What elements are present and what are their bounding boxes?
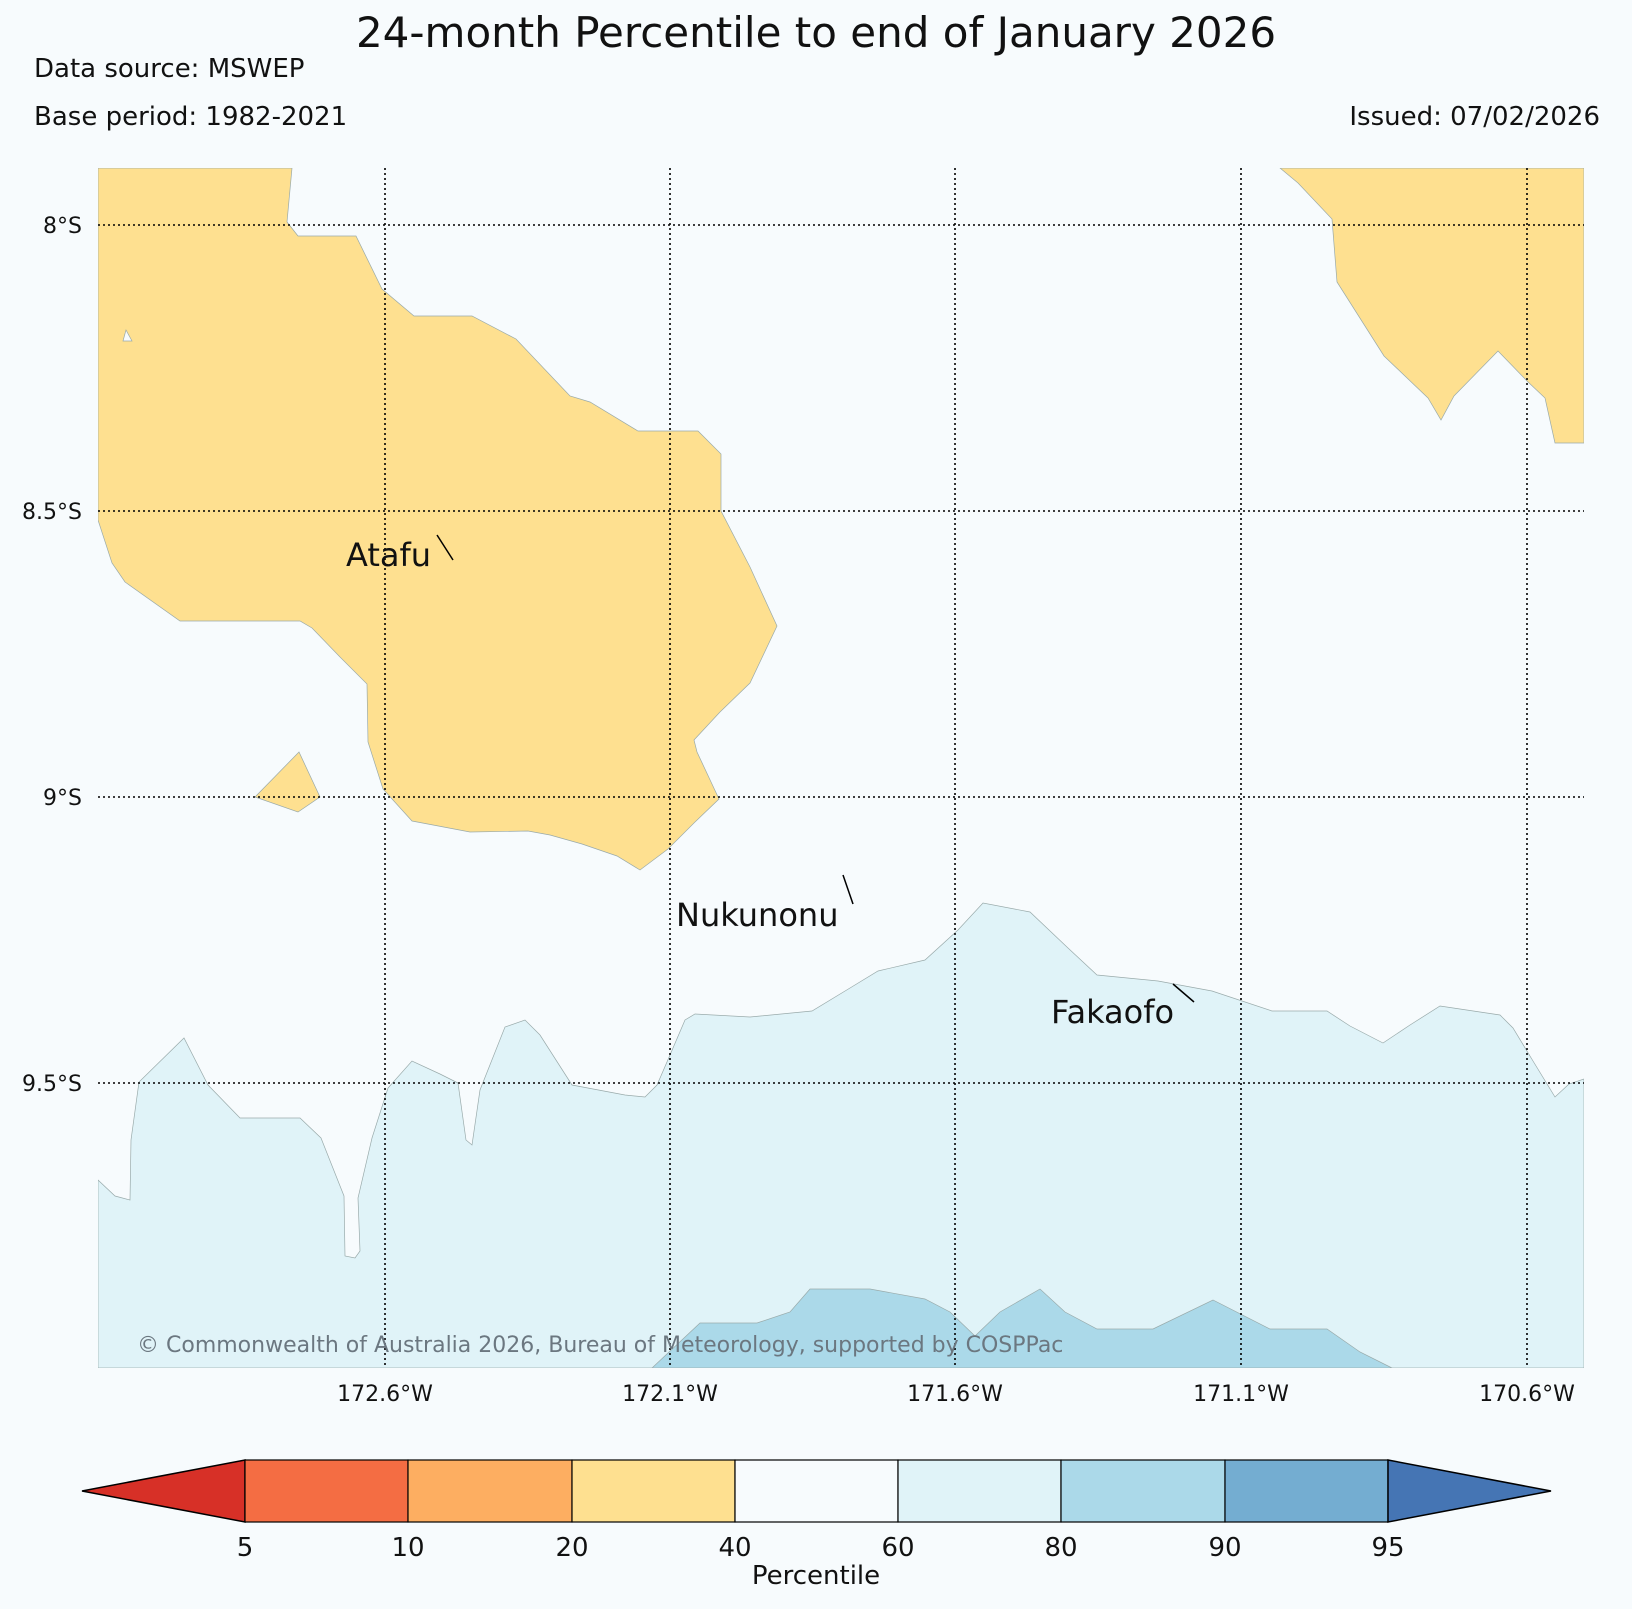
colorbar-extend-high — [1387, 1459, 1552, 1523]
colorbar-tick-40: 40 — [718, 1533, 751, 1563]
percentile-60-80-region — [98, 902, 1584, 1368]
colorbar-extend-low — [81, 1459, 246, 1523]
place-label-atafu: Atafu — [346, 536, 431, 574]
lon-label-172-1w: 172.1°W — [622, 1382, 718, 1407]
place-label-fakaofo: Fakaofo — [1051, 993, 1174, 1031]
colorbar-tick-10: 10 — [391, 1533, 424, 1563]
longitude-gridlines — [384, 168, 1528, 1368]
lat-label-9-5s: 9.5°S — [22, 1072, 82, 1097]
percentile-20-40-region-east — [1279, 168, 1584, 444]
lat-label-8s: 8°S — [43, 214, 82, 239]
colorbar-tick-5: 5 — [237, 1533, 254, 1563]
colorbar-tick-80: 80 — [1044, 1533, 1077, 1563]
colorbar-tick-60: 60 — [881, 1533, 914, 1563]
atafu-leader-line — [436, 534, 454, 561]
colorbar-segment-10-20 — [407, 1459, 573, 1523]
colorbar-segment-20-40 — [571, 1459, 736, 1523]
lon-label-172-6w: 172.6°W — [337, 1382, 433, 1407]
colorbar-tick-90: 90 — [1208, 1533, 1241, 1563]
base-period-label: Base period: 1982-2021 — [34, 102, 348, 132]
colorbar-segment-90-95 — [1224, 1459, 1389, 1523]
percentile-40-60-islet — [122, 329, 133, 342]
percentile-20-40-region-west — [98, 168, 778, 871]
lat-label-9s: 9°S — [43, 786, 82, 811]
percentile-80-90-region — [651, 1288, 1393, 1368]
copyright-notice: © Commonwealth of Australia 2026, Bureau… — [137, 1333, 1063, 1358]
colorbar-segment-5-10 — [244, 1459, 409, 1523]
colorbar-tick-95: 95 — [1371, 1533, 1404, 1563]
data-source-label: Data source: MSWEP — [34, 54, 305, 84]
lon-label-171-1w: 171.1°W — [1193, 1382, 1289, 1407]
nukunonu-leader-line — [842, 874, 854, 905]
issued-date-label: Issued: 07/02/2026 — [1349, 102, 1600, 132]
lon-label-170-6w: 170.6°W — [1479, 1382, 1575, 1407]
map-title: 24-month Percentile to end of January 20… — [355, 8, 1277, 57]
lat-label-8-5s: 8.5°S — [22, 500, 82, 525]
lon-label-171-6w: 171.6°W — [907, 1382, 1003, 1407]
colorbar-segment-40-60 — [734, 1459, 899, 1523]
colorbar-title: Percentile — [752, 1561, 880, 1591]
colorbar-segment-60-80 — [897, 1459, 1062, 1523]
colorbar-tick-20: 20 — [555, 1533, 588, 1563]
colorbar: 5 10 20 40 60 80 90 95 Percentile — [81, 1459, 1552, 1591]
place-label-nukunonu: Nukunonu — [676, 896, 838, 934]
fakaofo-leader-line — [1172, 983, 1195, 1003]
map-panel: Atafu Nukunonu Fakaofo © Commonwealth of… — [98, 168, 1584, 1368]
colorbar-segment-80-90 — [1060, 1459, 1226, 1523]
